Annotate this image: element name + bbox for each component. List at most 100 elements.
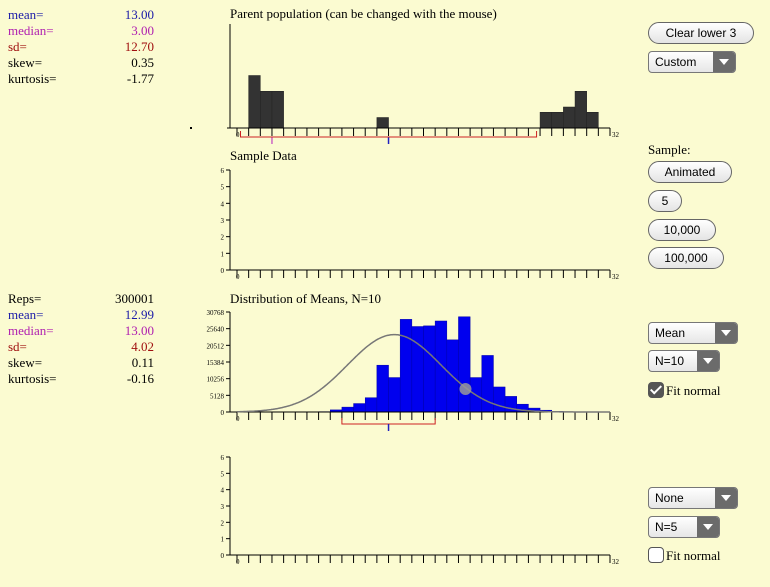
x-max-label: 32 [612,273,620,281]
stat-label: mean= [8,307,44,322]
y-tick-label: 0 [221,552,225,560]
statistic-select-4[interactable]: None [648,487,738,509]
sample-size-select-3[interactable]: N=10 [648,350,720,372]
histogram-bar [586,112,599,129]
histogram-bar [353,403,366,413]
histogram-bar [563,106,576,129]
stat-label: sd= [8,39,27,54]
y-tick-label: 3 [221,503,225,511]
chevron-down-icon [697,351,719,371]
y-tick-label: 10256 [207,376,225,384]
histogram-bar [539,112,552,129]
stat-value: -0.16 [126,371,154,386]
histogram-bar [271,91,284,129]
drag-handle [459,383,472,395]
histogram-bar [376,117,389,129]
sd-bracket [239,131,538,138]
stat-value: 13.00 [124,323,154,338]
sample-5-button[interactable]: 5 [648,190,682,212]
origin-dot [190,127,192,129]
statistic-select-4-value: None [655,491,684,505]
y-tick-label: 0 [221,267,225,275]
histogram-bar [341,406,354,413]
stat-value: 300001 [115,291,154,306]
chevron-down-icon [697,517,719,537]
sample-100000-button[interactable]: 100,000 [648,247,724,269]
histogram-bar [260,91,273,129]
y-tick-label: 5 [221,470,225,478]
fit-normal-label-3: Fit normal [666,383,721,398]
histogram-bar [574,91,587,129]
histogram-bar [458,316,471,413]
checkbox-unchecked-icon[interactable] [648,547,664,563]
empty-distribution-chart: 0 32 0 1 2 3 4 5 6 [221,454,620,566]
histogram-bar [434,320,448,413]
y-tick-label: 5 [221,184,225,192]
population-select[interactable]: Custom [648,51,736,73]
population-select-value: Custom [655,55,697,69]
stat-value: 12.99 [124,307,154,322]
sample-size-select-3-value: N=10 [655,354,685,368]
histogram-bar [364,397,378,413]
histogram-bar [551,112,564,129]
histogram-bar [376,364,389,413]
statistic-select-3[interactable]: Mean [648,322,738,344]
animated-button[interactable]: Animated [648,161,732,183]
stat-label: kurtosis= [8,71,57,86]
histogram-bar [423,325,436,413]
sample-size-select-4-value: N=5 [655,520,678,534]
sample-data-title: Sample Data [230,148,297,163]
clear-lower-button[interactable]: Clear lower 3 [648,22,754,44]
stat-value: 0.11 [131,355,154,370]
y-tick-label: 20512 [207,342,225,350]
checkbox-checked-icon[interactable] [648,382,664,398]
stat-value: 3.00 [131,23,154,38]
x-min-label: 0 [236,415,240,423]
chevron-down-icon [715,323,737,343]
stat-label: mean= [8,7,44,22]
y-tick-label: 4 [221,487,225,495]
x-min-label: 0 [236,131,240,139]
histogram-bar [388,377,401,413]
y-tick-label: 30768 [207,309,225,317]
y-tick-label: 1 [221,536,225,544]
y-tick-label: 2 [221,234,225,242]
stat-label: skew= [8,355,43,370]
y-tick-label: 6 [221,167,225,175]
fit-normal-checkbox-3[interactable]: Fit normal [648,382,721,399]
x-max-label: 32 [612,131,620,139]
chevron-down-icon [715,488,737,508]
parent-population-title: Parent population (can be changed with t… [230,6,497,21]
fit-normal-checkbox-4[interactable]: Fit normal [648,547,721,564]
y-tick-label: 15384 [207,359,225,367]
chevron-down-icon [713,52,735,72]
y-tick-label: 5128 [210,392,225,400]
x-max-label: 32 [612,558,620,566]
means-distribution-title: Distribution of Means, N=10 [230,291,382,306]
y-tick-label: 6 [221,454,225,462]
sample-10000-button[interactable]: 10,000 [648,219,716,241]
y-tick-label: 25640 [207,326,225,334]
stat-label: kurtosis= [8,371,57,386]
stat-value: 4.02 [131,339,154,354]
stat-label: median= [8,23,54,38]
stat-label: Reps= [8,291,42,306]
histogram-bar [399,319,413,413]
histogram-bar [411,326,424,413]
x-min-label: 0 [236,273,240,281]
sample-label: Sample: [648,142,691,157]
parent-population-chart[interactable]: 0 32 [190,24,620,144]
y-tick-label: 4 [221,200,225,208]
sample-size-select-4[interactable]: N=5 [648,516,720,538]
stat-label: sd= [8,339,27,354]
y-tick-label: 3 [221,217,225,225]
fit-normal-label-4: Fit normal [666,548,721,563]
histogram-bar [248,75,261,129]
histogram-bar [493,386,506,413]
sample-data-chart: 0 32 0 1 2 3 4 5 6 [221,167,620,281]
x-max-label: 32 [612,415,620,423]
y-tick-label: 0 [221,409,225,417]
statistic-select-3-value: Mean [655,326,686,340]
means-distribution-chart: 0 32 0 5128 10256 15384 20512 25640 30768 [207,309,620,431]
